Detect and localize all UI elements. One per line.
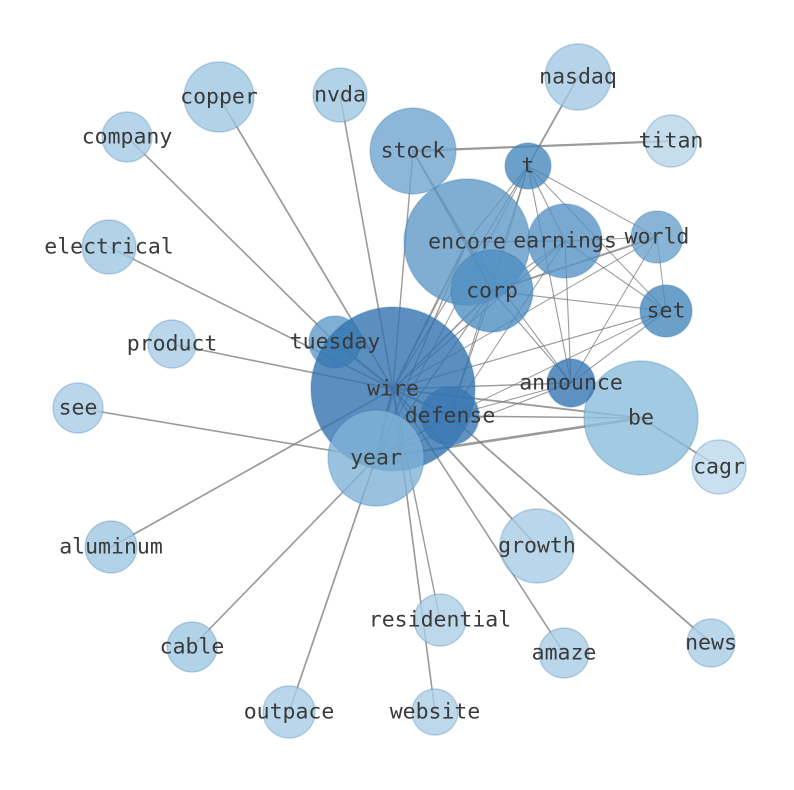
labels-layer: nasdaq copper nvda company titan electrical pr… — [44, 65, 745, 725]
graph-edge-titan-stock — [411, 139, 673, 153]
node-label-be: be — [628, 406, 654, 431]
node-label-website: website — [390, 700, 481, 725]
graph-edge-news-defense — [449, 415, 712, 644]
nodes-layer — [52, 43, 747, 739]
node-label-outpace: outpace — [244, 700, 335, 725]
graph-node-outpace — [262, 685, 316, 739]
graph-node-earnings — [527, 203, 603, 279]
node-label-residential: residential — [369, 608, 511, 633]
graph-node-product — [147, 319, 197, 369]
graph-node-t — [504, 142, 552, 190]
node-label-cable: cable — [160, 635, 225, 660]
node-label-year: year — [350, 446, 402, 471]
graph-node-corp — [450, 249, 534, 333]
node-label-set: set — [647, 299, 686, 324]
node-label-titan: titan — [639, 129, 704, 154]
graph-node-electrical — [81, 219, 137, 275]
graph-node-world — [630, 210, 684, 264]
node-label-announce: announce — [519, 371, 623, 396]
graph-edge-company-tuesday — [126, 136, 336, 343]
node-label-see: see — [59, 396, 98, 421]
graph-edge-world-announce — [570, 236, 658, 384]
graph-node-cagr — [691, 439, 747, 495]
graph-node-aluminum — [84, 520, 138, 574]
graph-node-nasdaq — [544, 43, 612, 111]
graph-node-amaze — [538, 627, 590, 679]
node-label-t: t — [522, 154, 535, 179]
graph-node-copper — [183, 61, 255, 133]
node-label-growth: growth — [498, 534, 576, 559]
graph-edge-see-year — [77, 407, 377, 459]
graph-node-see — [52, 382, 104, 434]
node-label-world: world — [625, 225, 690, 250]
node-label-company: company — [82, 125, 173, 150]
node-label-copper: copper — [180, 85, 258, 110]
node-label-tuesday: tuesday — [290, 330, 381, 355]
graph-node-titan — [644, 114, 698, 168]
node-label-product: product — [127, 332, 218, 357]
graph-node-growth — [499, 508, 575, 584]
graph-node-nvda — [312, 67, 368, 123]
node-label-stock: stock — [381, 139, 446, 164]
node-label-nvda: nvda — [314, 83, 366, 108]
node-label-nasdaq: nasdaq — [539, 65, 617, 90]
node-label-electrical: electrical — [44, 235, 173, 260]
node-label-aluminum: aluminum — [59, 535, 163, 560]
node-label-amaze: amaze — [532, 641, 597, 666]
graph-node-company — [101, 111, 153, 163]
node-label-cagr: cagr — [693, 455, 745, 480]
node-label-corp: corp — [466, 279, 518, 304]
graph-node-residential — [413, 593, 467, 647]
node-label-news: news — [685, 631, 737, 656]
graph-node-year — [327, 409, 425, 507]
node-label-earnings: earnings — [513, 229, 617, 254]
graph-node-set — [639, 284, 693, 338]
node-label-encore: encore — [428, 230, 506, 255]
graph-node-cable — [166, 621, 218, 673]
graph-node-website — [411, 688, 459, 736]
graph-node-defense — [420, 386, 480, 446]
node-label-defense: defense — [405, 404, 496, 429]
graph-node-stock — [369, 107, 457, 195]
graph-node-be — [583, 360, 699, 476]
graph-node-announce — [546, 358, 596, 408]
node-label-wire: wire — [367, 377, 419, 402]
graph-node-news — [686, 618, 736, 668]
